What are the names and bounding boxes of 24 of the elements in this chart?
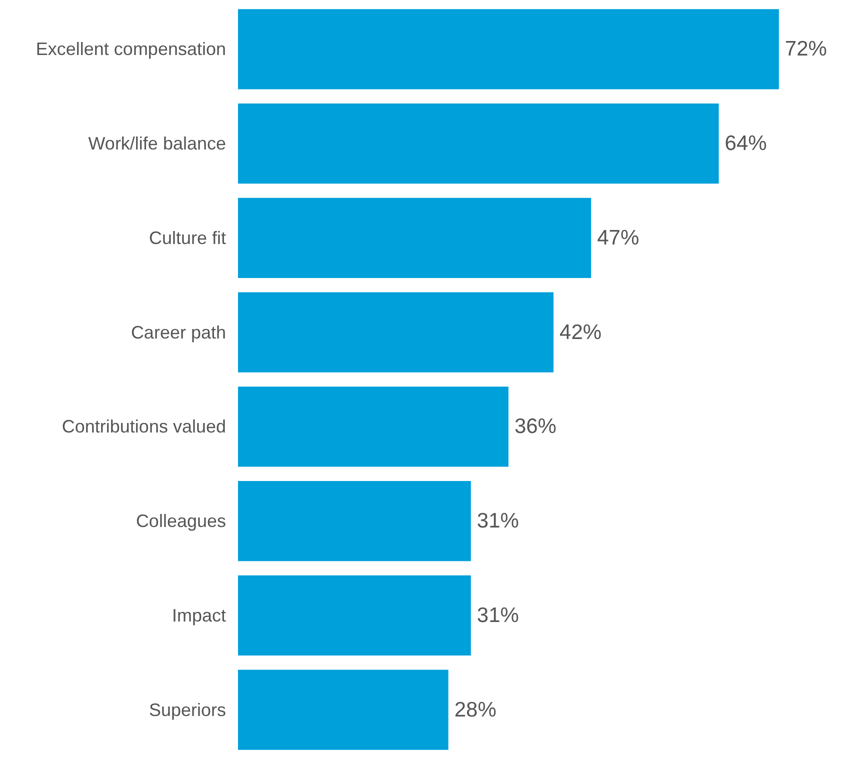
bar [238,386,508,467]
y-tick-label: Contributions valued [62,416,226,437]
y-tick-label: Culture fit [148,228,226,248]
data-label: 28% [454,698,496,722]
y-tick-label: Colleagues [136,511,226,532]
bar [238,9,779,90]
y-tick-label: Superiors [148,700,226,720]
data-label: 31% [476,604,519,627]
data-label: 72% [784,38,827,61]
data-label: 47% [597,226,640,250]
data-label: 31% [476,510,519,533]
y-tick-label: Excellent compensation [36,39,226,60]
bar [238,480,471,562]
bar [238,575,471,656]
y-tick-label: Impact [172,605,226,626]
data-label: 42% [560,320,602,344]
bar [238,292,554,372]
bar [238,103,719,184]
data-label: 36% [514,415,556,438]
bar [238,198,592,278]
data-label: 64% [724,132,767,156]
y-tick-label: Career path [130,322,226,342]
y-tick-label: Work/life balance [88,134,226,154]
bar [238,670,448,750]
